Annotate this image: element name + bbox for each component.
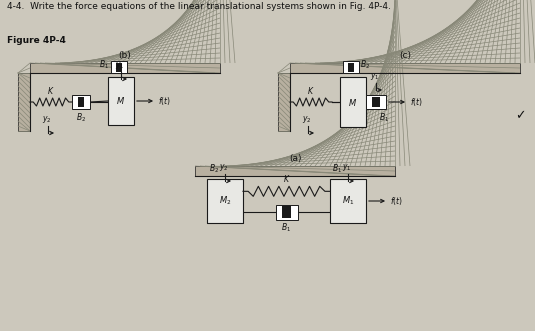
Text: $y_2$: $y_2$ <box>42 114 52 125</box>
Bar <box>348 63 354 71</box>
Text: $y_1$: $y_1$ <box>342 162 352 173</box>
Text: $B_1$: $B_1$ <box>281 221 292 234</box>
Text: $K$: $K$ <box>47 85 55 96</box>
Text: ✓: ✓ <box>515 110 525 122</box>
Text: $f(t)$: $f(t)$ <box>158 95 171 107</box>
Text: $y_2$: $y_2$ <box>302 114 312 125</box>
Text: $B_1$: $B_1$ <box>332 163 342 175</box>
Bar <box>372 97 380 107</box>
Text: $B_1$: $B_1$ <box>379 111 389 123</box>
Text: $B_2$: $B_2$ <box>76 111 86 123</box>
Text: (b): (b) <box>119 51 132 60</box>
Bar <box>111 61 127 73</box>
Bar <box>330 179 366 223</box>
Bar <box>207 179 243 223</box>
Bar <box>72 95 90 109</box>
Text: $B_2$: $B_2$ <box>209 163 219 175</box>
Bar <box>78 97 85 107</box>
Text: $f(t)$: $f(t)$ <box>390 195 403 207</box>
Bar <box>278 73 290 131</box>
Bar <box>116 63 122 71</box>
Text: $M$: $M$ <box>348 97 357 108</box>
Bar <box>282 206 291 217</box>
Text: (c): (c) <box>399 51 411 60</box>
Bar <box>276 205 297 219</box>
Bar <box>340 77 366 127</box>
Text: $y_1$: $y_1$ <box>115 60 125 71</box>
Bar <box>343 61 359 73</box>
Bar <box>366 95 386 109</box>
Bar <box>290 63 520 73</box>
Text: 4-4.  Write the force equations of the linear translational systems shown in Fig: 4-4. Write the force equations of the li… <box>7 2 391 11</box>
Text: $B_2$: $B_2$ <box>360 59 370 71</box>
Bar <box>108 77 134 125</box>
Text: Figure 4P-4: Figure 4P-4 <box>7 36 66 45</box>
Text: $M_1$: $M_1$ <box>342 195 354 207</box>
Text: $B_1$: $B_1$ <box>99 59 109 71</box>
Bar <box>30 63 220 73</box>
Text: $M_2$: $M_2$ <box>219 195 231 207</box>
Text: $K$: $K$ <box>307 85 315 96</box>
Text: $y_2$: $y_2$ <box>219 162 229 173</box>
Text: $M$: $M$ <box>117 96 126 107</box>
Bar <box>195 166 395 176</box>
Text: $K$: $K$ <box>283 173 291 184</box>
Bar <box>18 73 30 131</box>
Text: $y_1$: $y_1$ <box>370 71 380 82</box>
Text: (a): (a) <box>289 154 301 163</box>
Text: $f(t)$: $f(t)$ <box>410 96 423 108</box>
